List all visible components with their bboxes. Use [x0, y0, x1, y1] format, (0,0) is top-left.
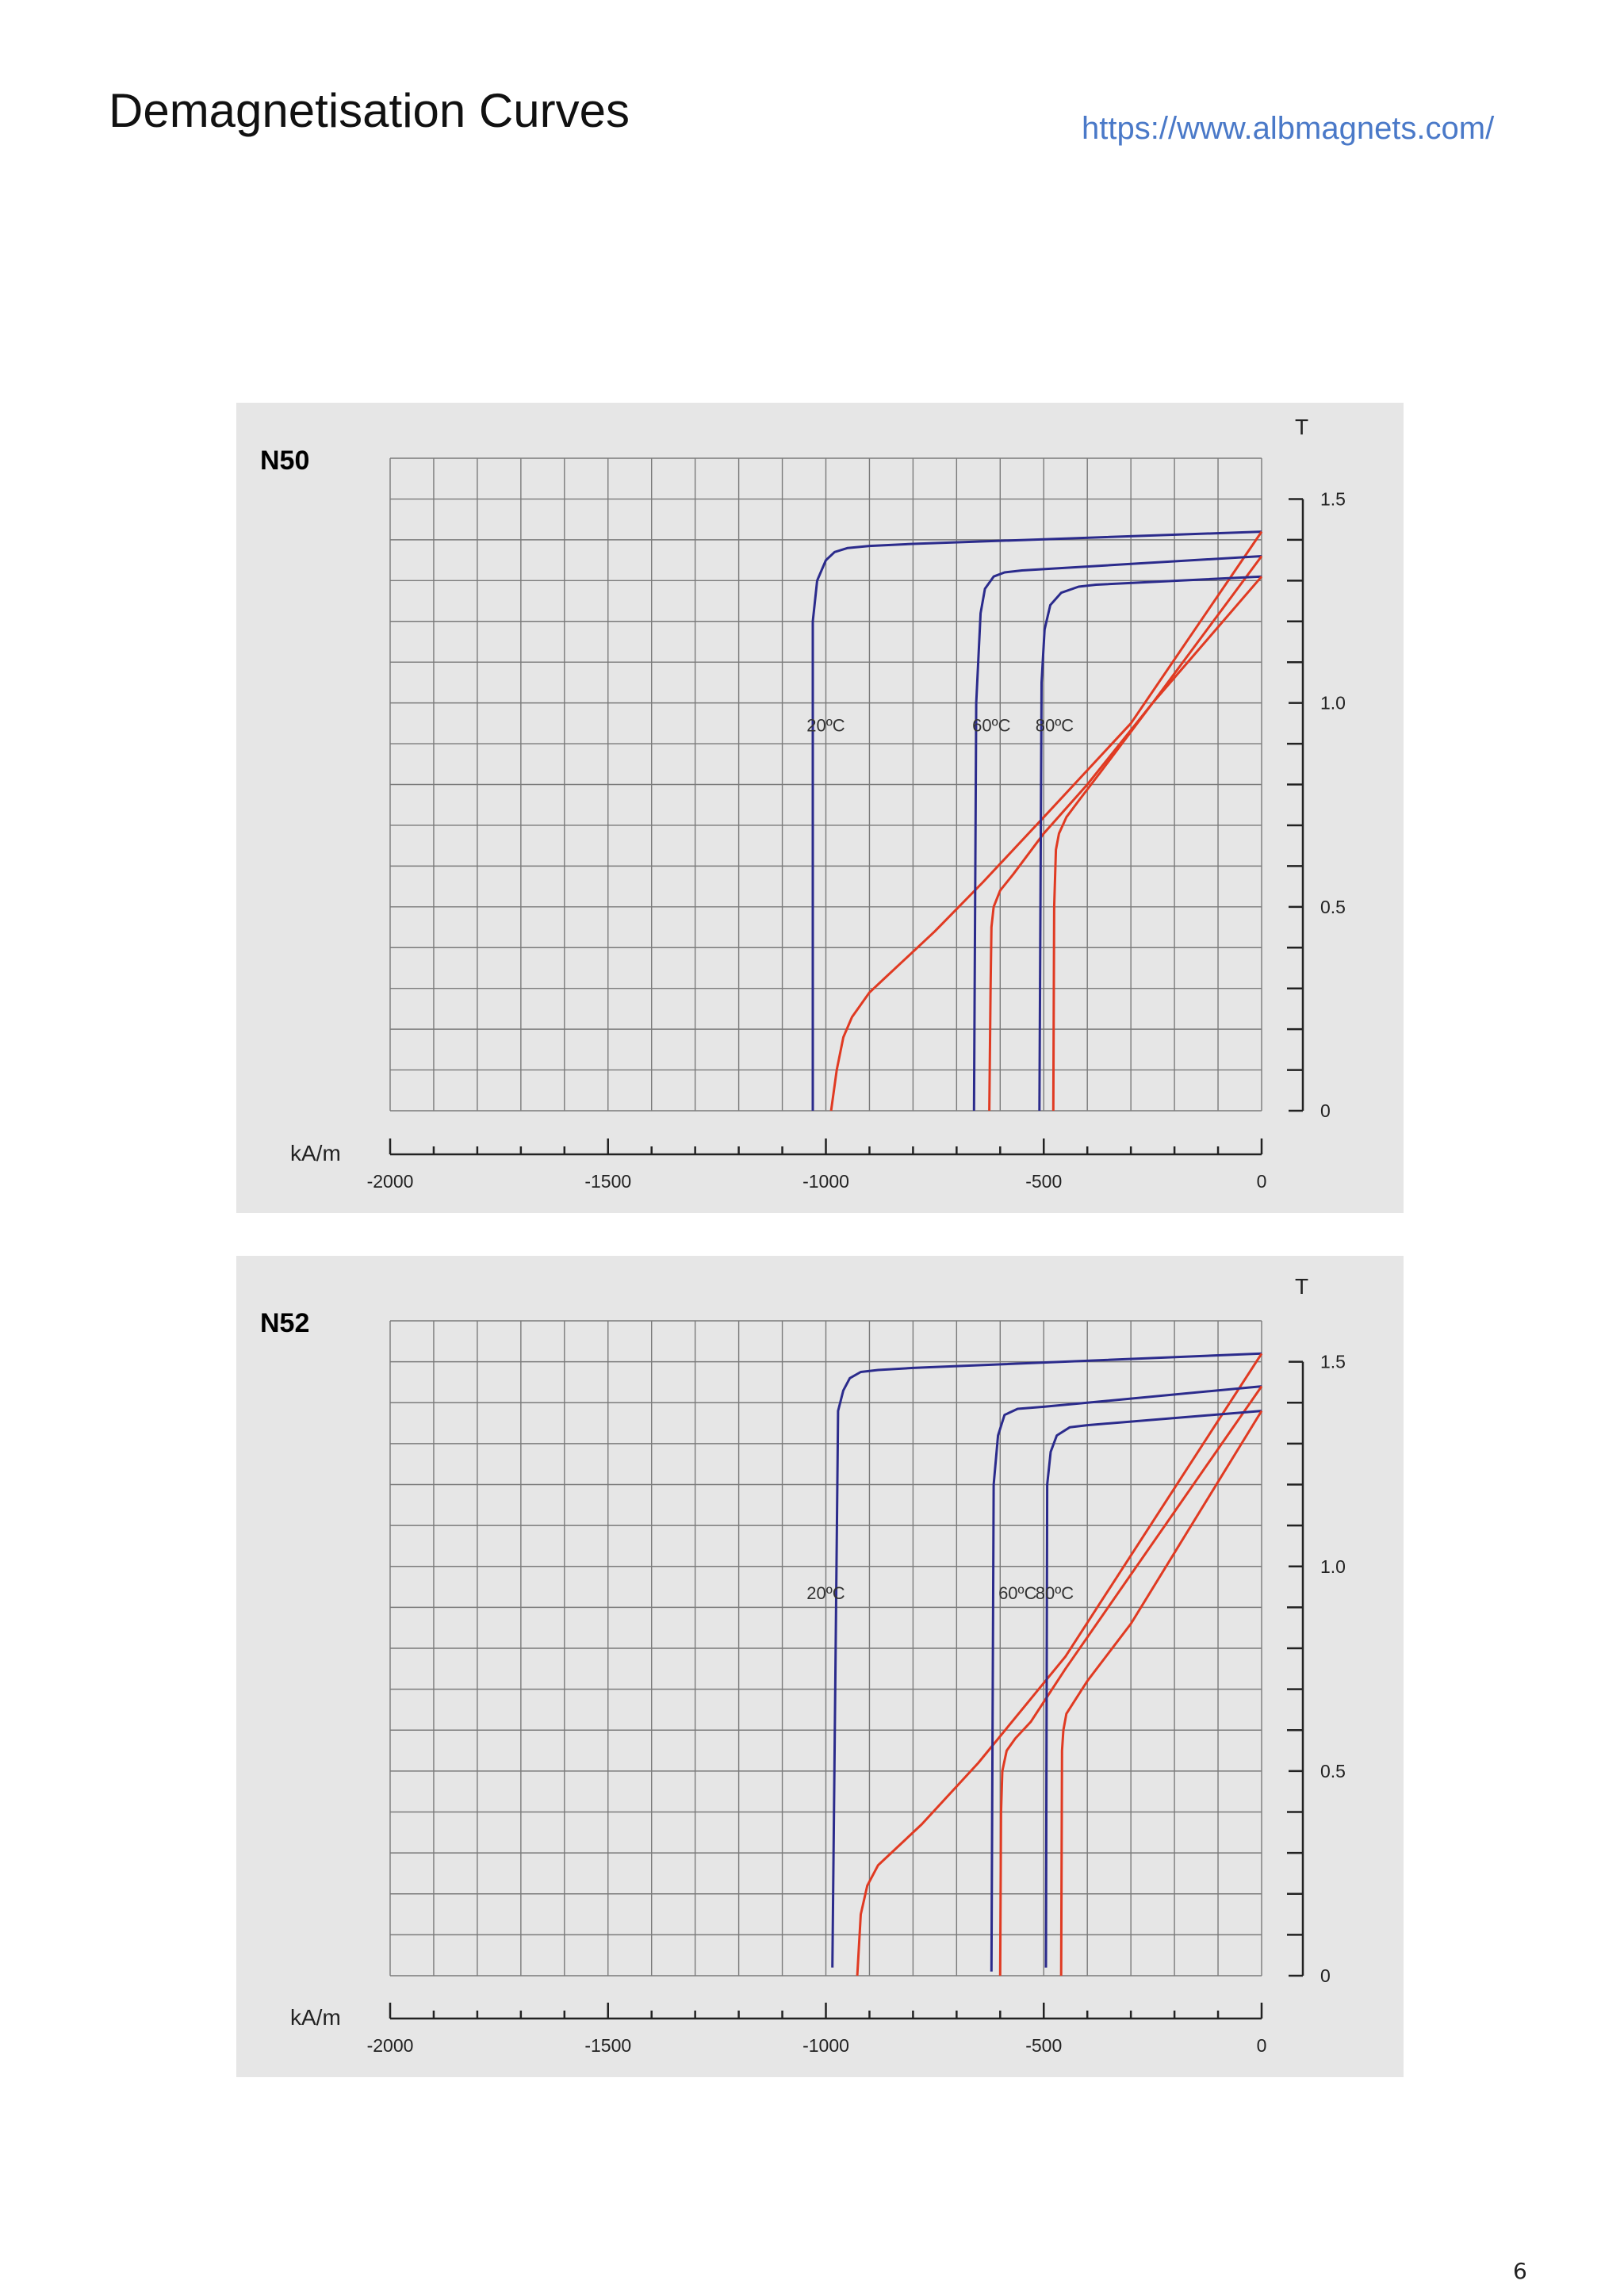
x-tick-label: -1000 [802, 2035, 849, 2056]
chart-title: N52 [260, 1308, 309, 1338]
y-tick-label: 1.0 [1320, 1556, 1346, 1577]
x-tick-label: 0 [1257, 1171, 1267, 1192]
x-tick-label: -500 [1025, 2035, 1062, 2056]
chart-panel-n52: N52 -2000 -1500 -1000 -500 0 kA/m 0 0.5 1.0 1.5 T 20… [236, 1256, 1404, 2077]
temperature-label: 60ºC [972, 716, 1011, 736]
curve-blue-20c [831, 1352, 1262, 1968]
curve-red-60c [998, 1385, 1263, 1976]
page-number: 6 [1513, 2258, 1527, 2284]
y-tick-label: 1.5 [1320, 1352, 1346, 1372]
x-tick-label: -1500 [584, 1171, 631, 1192]
y-tick-label: 1.5 [1320, 488, 1346, 509]
y-tick-label: 0 [1320, 1965, 1331, 1986]
y-axis-unit: T [1295, 1274, 1308, 1299]
curve-blue-80c [1038, 575, 1262, 1112]
curve-red-60c [988, 555, 1263, 1112]
x-axis-unit: kA/m [290, 2005, 341, 2030]
y-axis [1287, 1360, 1304, 1977]
y-tick-label: 0.5 [1320, 1761, 1346, 1781]
curve-blue-80c [1044, 1410, 1262, 1968]
grid [389, 457, 1262, 1112]
x-axis [389, 1138, 1263, 1156]
temperature-label: 20ºC [806, 716, 845, 736]
curve-red-20c [856, 1353, 1263, 1976]
x-tick-label: -2000 [367, 1171, 414, 1192]
chart-panel-n50: N50 -2000 -1500 -1000 -500 0 kA/m 0 0.5 1.0 1.5 T 20… [236, 403, 1404, 1213]
x-tick-label: 0 [1257, 2035, 1267, 2056]
temperature-label: 20ºC [806, 1583, 845, 1603]
chart-title: N50 [260, 446, 309, 476]
grid [389, 1320, 1262, 1976]
y-tick-label: 0 [1320, 1100, 1331, 1121]
x-tick-label: -500 [1025, 1171, 1062, 1192]
curve-red-80c [1051, 576, 1263, 1112]
curve-blue-60c [972, 555, 1262, 1112]
x-axis-unit: kA/m [290, 1141, 341, 1165]
demagnetisation-chart-n52: N52 -2000 -1500 -1000 -500 0 kA/m 0 0.5 1.0 1.5 T 20… [260, 1274, 1346, 2056]
y-axis-unit: T [1295, 415, 1308, 439]
y-tick-label: 0.5 [1320, 897, 1346, 917]
curve-red-20c [829, 530, 1263, 1112]
demagnetisation-chart-n50: N50 -2000 -1500 -1000 -500 0 kA/m 0 0.5 1.0 1.5 T 20… [260, 415, 1346, 1192]
x-axis [389, 2003, 1263, 2020]
x-tick-label: -1000 [802, 1171, 849, 1192]
curve-blue-60c [990, 1385, 1262, 1972]
temperature-label: 80ºC [1036, 1583, 1074, 1603]
y-axis [1287, 498, 1304, 1112]
y-tick-label: 1.0 [1320, 693, 1346, 714]
x-tick-label: -1500 [584, 2035, 631, 2056]
x-tick-label: -2000 [367, 2035, 414, 2056]
curve-red-80c [1059, 1410, 1263, 1976]
page-title: Demagnetisation Curves [109, 84, 630, 137]
website-link[interactable]: https://www.albmagnets.com/ [1082, 111, 1495, 146]
curve-blue-20c [811, 530, 1262, 1111]
temperature-label: 80ºC [1036, 716, 1074, 736]
temperature-label: 60ºC [998, 1583, 1037, 1603]
